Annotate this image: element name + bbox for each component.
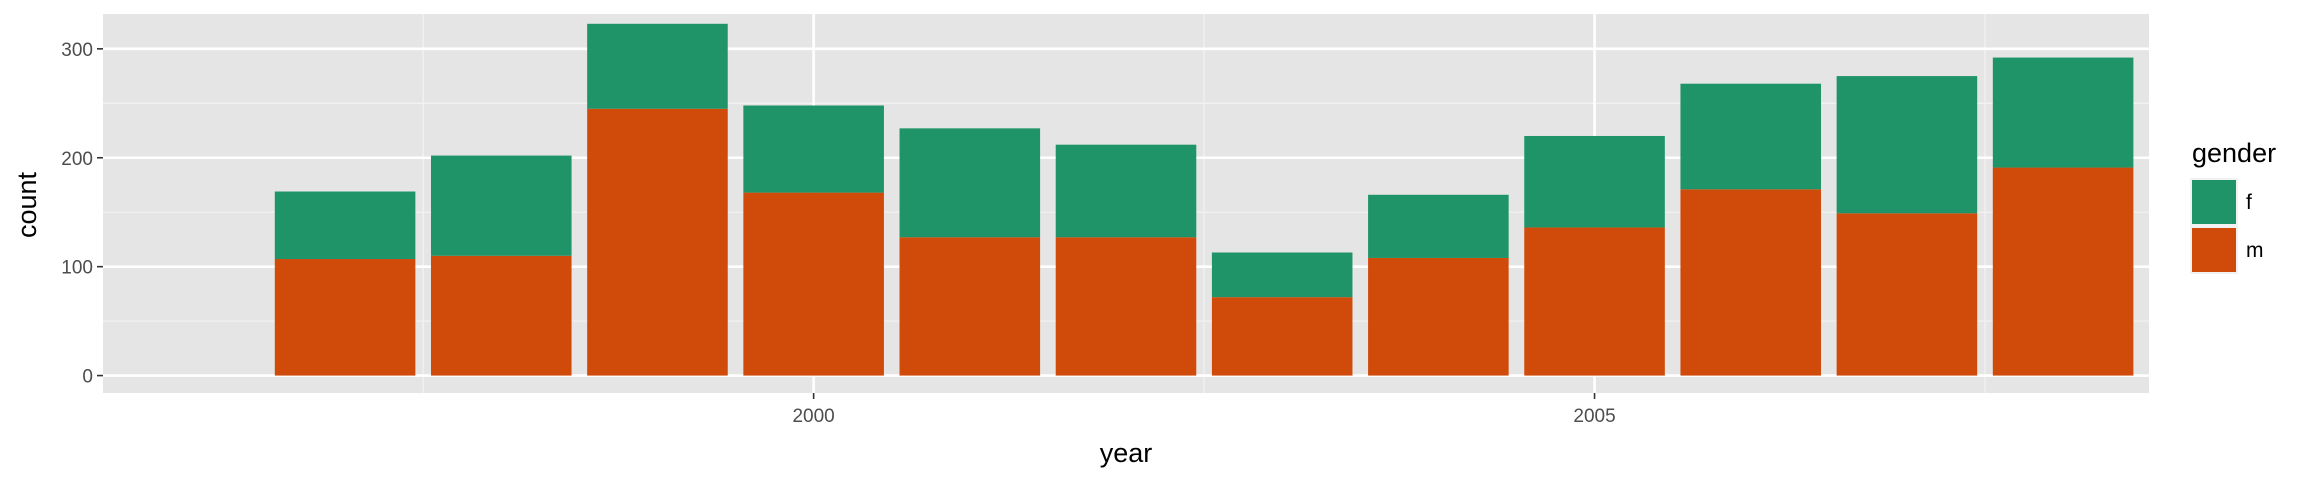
bar-m-1999 xyxy=(587,108,728,376)
bar-m-1997 xyxy=(274,259,416,376)
x-axis: 2000 2005 xyxy=(792,393,1616,427)
bar-m-2006 xyxy=(1680,189,1822,376)
y-tick-label: 0 xyxy=(82,367,93,388)
x-axis-title: year xyxy=(1100,438,1153,468)
legend-title: gender xyxy=(2192,138,2276,168)
bar-f-1997 xyxy=(274,191,416,260)
bars xyxy=(274,23,2134,376)
y-tick-label: 300 xyxy=(61,40,93,61)
legend-key-f xyxy=(2192,180,2236,224)
bar-f-2000 xyxy=(743,105,884,193)
bar-f-2003 xyxy=(1211,252,1353,298)
bar-f-1999 xyxy=(587,23,728,109)
bar-f-2008 xyxy=(1992,57,2134,168)
bar-f-2006 xyxy=(1680,83,1822,190)
bar-m-2007 xyxy=(1836,213,1978,376)
bar-f-2007 xyxy=(1836,76,1978,214)
y-tick-label: 100 xyxy=(61,258,93,279)
y-axis: 0 100 200 300 xyxy=(61,40,103,388)
x-tick-label: 2005 xyxy=(1573,406,1615,427)
bar-m-2001 xyxy=(899,237,1041,376)
legend-label-f: f xyxy=(2246,191,2252,214)
bar-f-2002 xyxy=(1055,144,1197,238)
bar-m-2002 xyxy=(1055,237,1197,376)
bar-m-1998 xyxy=(430,255,572,376)
bar-f-2004 xyxy=(1368,194,1509,258)
bar-m-2000 xyxy=(743,192,884,376)
legend-label-m: m xyxy=(2246,239,2264,262)
bar-m-2008 xyxy=(1992,167,2134,376)
bar-m-2004 xyxy=(1368,257,1509,376)
x-tick-label: 2000 xyxy=(792,406,834,427)
bar-f-1998 xyxy=(430,155,572,256)
y-axis-title: count xyxy=(12,171,42,238)
bar-f-2005 xyxy=(1524,135,1665,228)
bar-f-2001 xyxy=(899,128,1041,238)
legend: gender f m xyxy=(2190,138,2276,274)
bar-m-2005 xyxy=(1524,227,1665,376)
y-tick-label: 200 xyxy=(61,149,93,170)
legend-key-m xyxy=(2192,228,2236,272)
bar-m-2003 xyxy=(1211,297,1353,376)
